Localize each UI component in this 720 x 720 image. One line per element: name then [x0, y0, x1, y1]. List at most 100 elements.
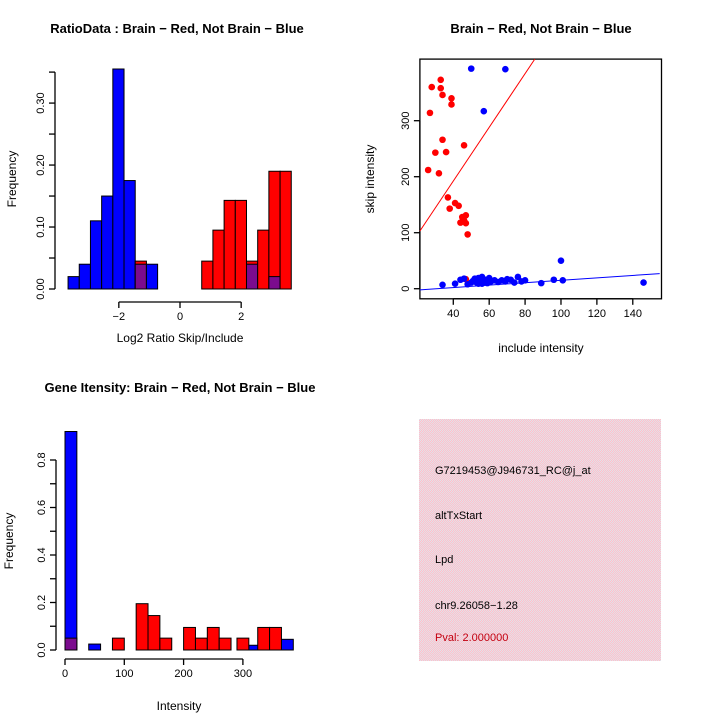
x-tick-label: 100 [552, 308, 570, 320]
locus-text: chr9.26058−1.28 [435, 600, 518, 612]
y-tick-label: 0.10 [35, 216, 47, 237]
scatter-point-brain [462, 212, 470, 219]
scatter-point-brain [446, 205, 453, 212]
gene-intensity-histogram-plot: Gene Itensity: Brain − Red, Not Brain − … [2, 380, 316, 713]
x-tick-label: 0 [177, 311, 183, 323]
scatter-point-not_brain [537, 279, 545, 287]
scatter-ylabel: skip intensity [363, 145, 377, 214]
histogram-bar-brain [135, 603, 149, 651]
scatter-point-brain [464, 231, 471, 238]
ratio-histogram-title: RatioData : Brain − Red, Not Brain − Blu… [50, 21, 304, 36]
histogram-bar-brain [218, 637, 232, 651]
ratio-histogram-plot: RatioData : Brain − Red, Not Brain − Blu… [5, 21, 304, 345]
histogram-bar-brain [269, 626, 282, 651]
pval-text: Pval: 2.000000 [435, 632, 509, 644]
gene-histogram-plot-area: 0.0 0.2 0.4 0.6 0.8 0 100 200 300 [36, 431, 294, 680]
y-tick-label: 0.0 [36, 642, 48, 657]
scatter-point-not_brain [511, 279, 518, 286]
scatter-point-brain [428, 83, 436, 91]
probe-id-text: G7219453@J946731_RC@j_at [435, 465, 591, 477]
scatter-point-brain [462, 219, 470, 227]
gene-histogram-xlabel: Intensity [157, 699, 202, 713]
histogram-bar-not_brain [123, 180, 136, 290]
scatter-point-brain [439, 136, 446, 144]
scatter-point-brain [460, 142, 468, 149]
x-tick-label: 200 [174, 668, 192, 680]
histogram-bar-brain [183, 626, 196, 651]
y-tick-label: 0.2 [36, 595, 48, 610]
ratio-histogram-xlabel: Log2 Ratio Skip/Include [117, 331, 244, 345]
x-tick-label: 120 [588, 308, 606, 320]
histogram-bar-brain [159, 637, 173, 651]
scatter-title: Brain − Red, Not Brain − Blue [450, 21, 631, 36]
histogram-bar-not_brain [64, 431, 78, 651]
x-tick-label: 80 [519, 308, 531, 320]
scatter-point-not_brain [640, 279, 647, 286]
histogram-bar-not_brain [280, 638, 294, 651]
y-tick-label: 0.8 [36, 452, 48, 467]
scatter-point-brain [432, 149, 439, 156]
histogram-bar-brain [236, 637, 250, 651]
scatter-point-brain [435, 170, 443, 177]
scatter-point-not_brain [480, 107, 488, 115]
scatter-point-not_brain [502, 65, 509, 73]
histogram-bar-brain [257, 626, 271, 651]
histogram-bar-brain [201, 260, 214, 290]
y-tick-label: 300 [400, 112, 412, 130]
x-tick-label: 300 [234, 668, 252, 680]
histogram-bar-brain [194, 637, 208, 651]
histogram-bar-not_brain [88, 643, 102, 651]
histogram-bar-brain [147, 615, 161, 651]
x-tick-label: 2 [238, 311, 244, 323]
gene-info-panel: G7219453@J946731_RC@j_at altTxStart Lpd … [419, 419, 661, 661]
histogram-bar-brain [268, 170, 281, 290]
scatter-point-not_brain [467, 65, 475, 72]
ratio-histogram-cell: RatioData : Brain − Red, Not Brain − Blu… [0, 0, 360, 360]
scatter-point-brain [455, 202, 462, 210]
histogram-bar-overlap [64, 637, 78, 651]
histogram-bar-brain [206, 626, 220, 651]
scatter-point-not_brain [550, 276, 558, 284]
histogram-bar-overlap [134, 263, 147, 290]
histogram-bar-not_brain [67, 276, 80, 290]
intensity-scatter-plot: Brain − Red, Not Brain − Blue include in… [363, 21, 663, 355]
scatter-point-not_brain [451, 280, 459, 287]
scatter-point-brain [442, 148, 450, 156]
histogram-bar-not_brain [89, 220, 103, 290]
info-panel-cell: G7219453@J946731_RC@j_at altTxStart Lpd … [360, 360, 720, 720]
gene-histogram-ylabel: Frequency [2, 513, 16, 570]
histogram-bar-brain [279, 170, 292, 290]
scatter-point-not_brain [439, 281, 446, 289]
gene-histogram-title: Gene Itensity: Brain − Red, Not Brain − … [45, 380, 316, 395]
scatter-xlabel: include intensity [498, 341, 583, 355]
ratio-histogram-plot-area: 0.00 0.10 0.20 0.30 −2 0 2 [35, 68, 292, 323]
event-type-text: altTxStart [435, 510, 483, 522]
histogram-bar-not_brain [112, 68, 125, 290]
gene-histogram-cell: Gene Itensity: Brain − Red, Not Brain − … [0, 360, 360, 720]
scatter-point-not_brain [559, 277, 567, 284]
x-tick-label: −2 [113, 311, 126, 323]
y-tick-label: 0.6 [36, 500, 48, 515]
y-tick-label: 0.20 [35, 154, 47, 175]
histogram-bar-brain [111, 637, 125, 651]
histogram-bar-not_brain [78, 263, 91, 290]
x-tick-label: 0 [62, 668, 68, 680]
y-tick-label: 0.4 [36, 547, 48, 562]
y-tick-label: 0.00 [35, 278, 47, 299]
scatter-point-brain [448, 95, 455, 102]
gene-symbol-text: Lpd [435, 554, 454, 566]
scatter-point-not_brain [521, 277, 529, 284]
x-tick-label: 60 [483, 308, 495, 320]
histogram-bar-brain [257, 229, 270, 290]
scatter-point-brain [439, 91, 446, 99]
histogram-bar-overlap [268, 276, 281, 290]
x-tick-label: 40 [447, 308, 459, 320]
scatter-point-not_brain [514, 273, 522, 281]
scatter-point-brain [437, 76, 445, 84]
histogram-bar-overlap [245, 263, 259, 290]
histogram-bar-brain [234, 199, 247, 290]
scatter-point-brain [426, 109, 434, 117]
scatter-point-brain [448, 101, 455, 108]
y-tick-label: 0 [400, 286, 412, 292]
y-tick-label: 0.30 [35, 92, 47, 113]
